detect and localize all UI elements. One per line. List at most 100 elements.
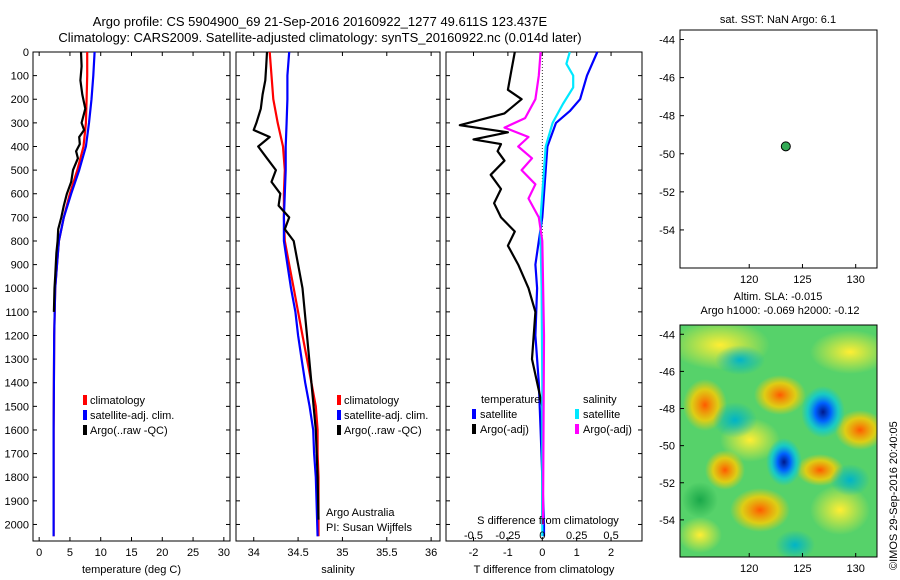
- legend-swatch: [83, 425, 87, 435]
- y-tick-label: 1800: [5, 472, 29, 484]
- title-line-2: Climatology: CARS2009. Satellite-adjuste…: [58, 30, 582, 45]
- diff-xlabel: T difference from climatology: [474, 564, 615, 576]
- sst-map-title: sat. SST: NaN Argo: 6.1: [719, 14, 837, 26]
- y-tick-label: -46: [659, 73, 675, 85]
- legend-swatch: [472, 409, 476, 419]
- sla-heatmap: [680, 325, 877, 557]
- y-tick-label: 1600: [5, 425, 29, 437]
- y-tick-label: 800: [11, 236, 29, 248]
- y-tick-label: -52: [659, 187, 675, 199]
- y-tick-label: 1500: [5, 401, 29, 413]
- x-tick-label: 35: [336, 547, 348, 559]
- y-tick-label: -44: [659, 329, 675, 341]
- x-tick-label: 0: [36, 547, 42, 559]
- x-tick-label: 120: [740, 563, 758, 575]
- legend-header-temperature: temperature: [481, 394, 540, 406]
- x-tick-label: 20: [156, 547, 168, 559]
- y-tick-label: 200: [11, 94, 29, 106]
- series-line: [458, 51, 544, 525]
- series-line: [52, 51, 87, 312]
- y-tick-label: 1000: [5, 283, 29, 295]
- sal-xlabel: salinity: [321, 564, 355, 576]
- legend-label: Argo(..raw -QC): [344, 425, 422, 437]
- sla-map-axes: 120 125 130 -44 -46 -48 -50 -52 -54: [659, 329, 865, 575]
- y-tick-label: -44: [659, 35, 675, 47]
- legend-label: satellite-adj. clim.: [90, 410, 174, 422]
- argo-location-marker: [780, 141, 791, 152]
- legend-label: Argo(-adj): [480, 424, 529, 436]
- y-tick-label: -50: [659, 149, 675, 161]
- legend-label: climatology: [344, 395, 400, 407]
- y-tick-label: 600: [11, 189, 29, 201]
- y-tick-label: -48: [659, 404, 675, 416]
- top-xlabel: S difference from climatology: [477, 515, 619, 527]
- y-tick-label: -54: [659, 515, 675, 527]
- x-tick-label: 5: [67, 547, 73, 559]
- y-tick-label: 100: [11, 71, 29, 83]
- x-tick-label: 130: [847, 274, 865, 286]
- pi-credit: PI: Susan Wijffels: [326, 522, 412, 534]
- x-tick-label: 125: [793, 274, 811, 286]
- legend-swatch: [575, 409, 579, 419]
- series-line: [282, 51, 319, 537]
- x-tick-label: 2: [608, 547, 614, 559]
- y-tick-label: -50: [659, 441, 675, 453]
- x-tick-label: 15: [125, 547, 137, 559]
- sal-frame: [235, 51, 441, 542]
- argo-credit: Argo Australia: [326, 507, 395, 519]
- y-tick-label: 1700: [5, 449, 29, 461]
- legend-swatch: [83, 410, 87, 420]
- y-tick-label: -46: [659, 366, 675, 378]
- y-tick-label: 400: [11, 141, 29, 153]
- map1-frame: [679, 29, 878, 269]
- legend-swatch: [575, 424, 579, 434]
- legend-swatch: [337, 425, 341, 435]
- y-tick-label: 700: [11, 212, 29, 224]
- temperature-panel: 0 5 10 15 20 25 300100200300400500600700800900…: [5, 47, 231, 576]
- y-tick-label: 1400: [5, 378, 29, 390]
- x-tick-label: 1: [574, 547, 580, 559]
- x-tick-label: 120: [740, 274, 758, 286]
- series-line: [52, 51, 96, 537]
- sla-map-title-1: Altim. SLA: -0.015: [733, 291, 823, 303]
- legend-label: Argo(-adj): [583, 424, 632, 436]
- temp-xlabel: temperature (deg C): [82, 564, 181, 576]
- legend-label: satellite: [480, 409, 517, 421]
- x-tick-label: -2: [469, 547, 479, 559]
- y-tick-label: 0: [23, 47, 29, 59]
- legend-header-salinity: salinity: [583, 394, 617, 406]
- x-tick-label: 36: [425, 547, 437, 559]
- legend-label: Argo(..raw -QC): [90, 425, 168, 437]
- x-tick-label: 125: [793, 563, 811, 575]
- title-line-1: Argo profile: CS 5904900_69 21-Sep-2016 …: [92, 14, 548, 29]
- y-tick-label: 1900: [5, 496, 29, 508]
- x-tick-label: -1: [503, 547, 513, 559]
- series-line: [539, 51, 575, 537]
- y-tick-label: 300: [11, 118, 29, 130]
- legend-label: climatology: [90, 395, 146, 407]
- x-tick-label: 25: [187, 547, 199, 559]
- y-tick-label: -54: [659, 225, 675, 237]
- top-tick-label: -0.25: [495, 530, 520, 542]
- sla-map-panel: [679, 324, 878, 558]
- y-tick-label: -48: [659, 111, 675, 123]
- top-tick-label: -0.5: [464, 530, 483, 542]
- x-tick-label: 35.5: [376, 547, 397, 559]
- y-tick-label: -52: [659, 478, 675, 490]
- series-line: [268, 51, 320, 537]
- legend-label: satellite: [583, 409, 620, 421]
- y-tick-label: 1200: [5, 330, 29, 342]
- series-line: [503, 51, 546, 525]
- y-tick-label: 500: [11, 165, 29, 177]
- difference-panel: -2 -1 0 1 2 T difference from climatology S di…: [445, 51, 643, 576]
- x-tick-label: 34: [248, 547, 260, 559]
- top-tick-label: 0.5: [603, 530, 618, 542]
- legend-swatch: [472, 424, 476, 434]
- x-tick-label: 130: [847, 563, 865, 575]
- y-tick-label: 1100: [5, 307, 29, 319]
- y-tick-label: 2000: [5, 519, 29, 531]
- x-tick-label: 34.5: [287, 547, 308, 559]
- legend-swatch: [337, 395, 341, 405]
- salinity-panel: 34 34.5 35 35.5 36 salinity climatology satelli…: [235, 51, 441, 576]
